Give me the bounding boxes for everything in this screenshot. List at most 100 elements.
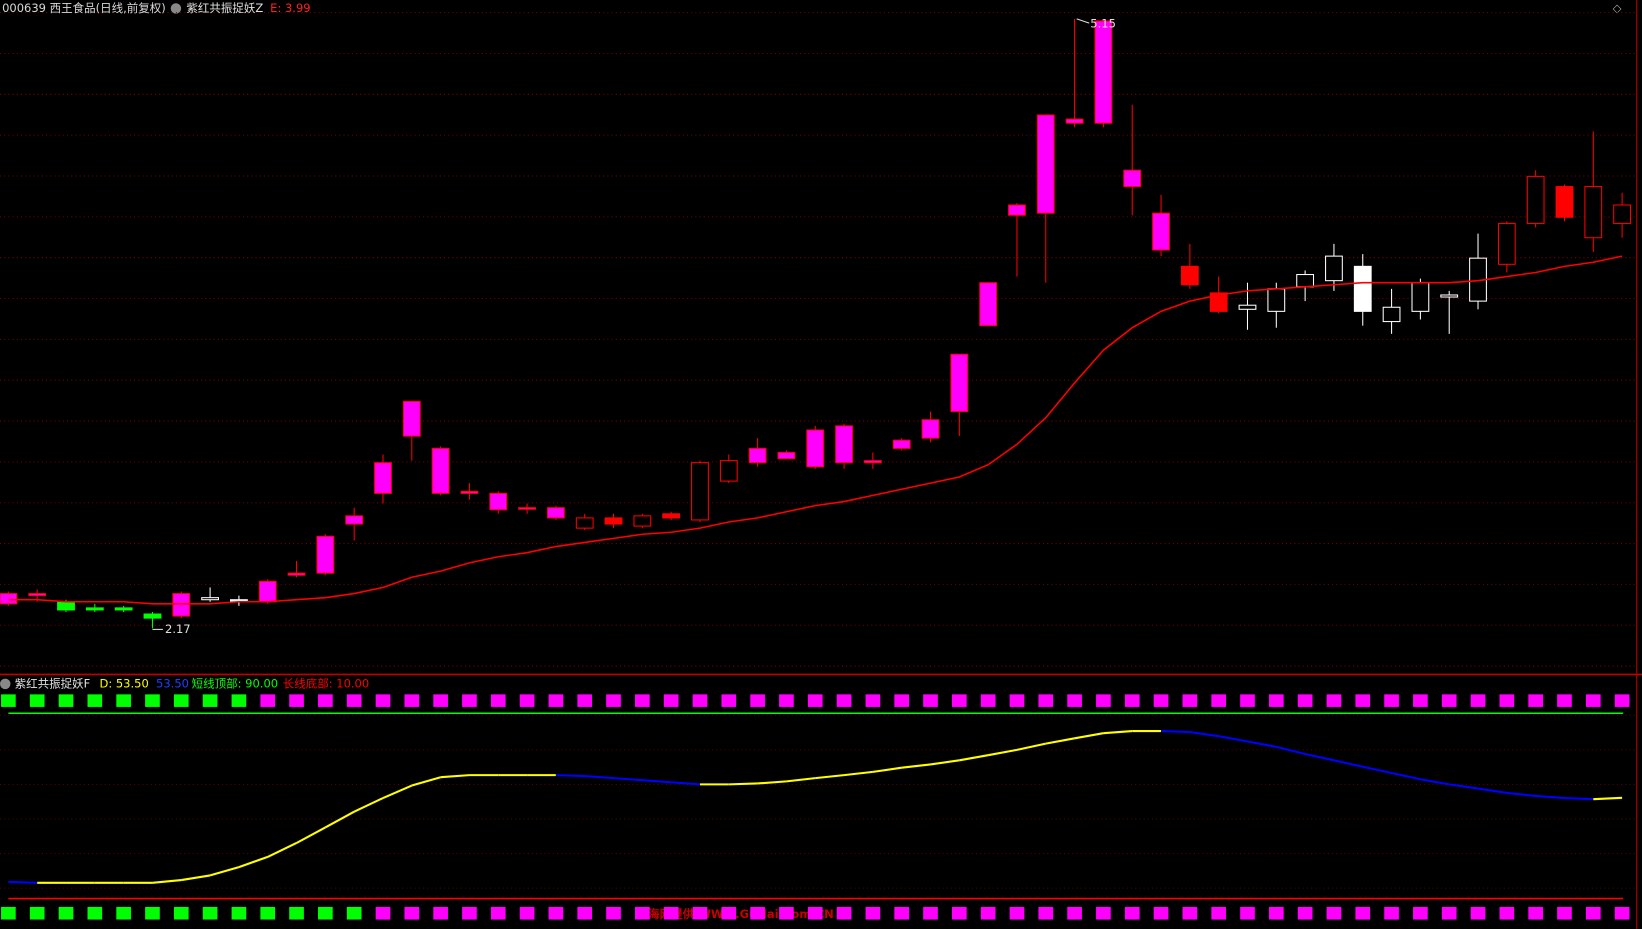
candle-body bbox=[1440, 294, 1459, 298]
candle-body bbox=[979, 282, 998, 327]
signal-square bbox=[1009, 694, 1025, 707]
oscillator-segment bbox=[353, 797, 384, 813]
candle-body bbox=[1065, 118, 1084, 124]
signal-square bbox=[606, 906, 621, 920]
candle-body bbox=[892, 439, 911, 449]
oscillator-segment bbox=[843, 770, 873, 777]
signal-square bbox=[807, 906, 823, 920]
signal-square bbox=[923, 906, 938, 920]
oscillator-segment bbox=[613, 777, 643, 782]
window-button[interactable]: ◇ bbox=[1613, 1, 1622, 15]
signal-square bbox=[1384, 694, 1399, 707]
signal-square bbox=[836, 694, 852, 707]
signal-square bbox=[1326, 694, 1342, 707]
signal-square bbox=[1211, 694, 1227, 707]
candle-body bbox=[518, 507, 536, 510]
signal-square bbox=[462, 906, 477, 920]
oscillator-segment bbox=[1045, 737, 1075, 745]
signal-square bbox=[1153, 906, 1169, 920]
signal-square bbox=[375, 694, 391, 707]
signal-square bbox=[490, 694, 506, 707]
oscillator-segment bbox=[1103, 730, 1133, 735]
candle-body bbox=[57, 601, 75, 611]
oscillator-segment bbox=[1477, 787, 1507, 794]
candle-body bbox=[1411, 282, 1430, 312]
signal-square bbox=[29, 906, 45, 920]
signal-square bbox=[1240, 694, 1255, 707]
oscillator-segment bbox=[901, 763, 931, 769]
signal-square bbox=[980, 906, 996, 920]
signal-square bbox=[951, 694, 967, 707]
signal-square bbox=[519, 694, 535, 707]
readout: 53.50 bbox=[156, 676, 189, 690]
indicator-readout: E: 3.99 bbox=[270, 1, 310, 15]
signal-square bbox=[577, 694, 593, 707]
signal-square bbox=[750, 906, 765, 920]
candle-body bbox=[1584, 186, 1603, 239]
candle-body bbox=[806, 429, 825, 468]
oscillator-segment bbox=[1362, 765, 1392, 775]
signal-square bbox=[1211, 906, 1227, 920]
signal-square bbox=[692, 694, 708, 707]
candle-body bbox=[316, 535, 335, 574]
signal-square bbox=[1528, 906, 1543, 920]
signal-square bbox=[173, 906, 189, 920]
candle-body bbox=[1152, 212, 1170, 251]
signal-square bbox=[1067, 906, 1082, 920]
high-label: 5.15 bbox=[1090, 17, 1116, 31]
oscillator-segment bbox=[411, 776, 441, 787]
candle-body bbox=[1555, 186, 1574, 218]
signal-square bbox=[1585, 694, 1601, 707]
oscillator-segment bbox=[296, 826, 326, 844]
signal-square bbox=[721, 906, 737, 920]
signal-square bbox=[1470, 694, 1486, 707]
signal-square bbox=[58, 906, 74, 920]
candle-body bbox=[489, 492, 508, 511]
signal-square bbox=[1, 694, 16, 707]
candle-body bbox=[460, 490, 479, 494]
signal-square bbox=[1413, 694, 1428, 707]
signal-square bbox=[1268, 694, 1284, 707]
oscillator-segment bbox=[1420, 778, 1450, 786]
signal-square bbox=[1009, 906, 1025, 920]
candle-body bbox=[345, 515, 364, 525]
candle-body bbox=[1382, 306, 1401, 323]
signal-square bbox=[433, 694, 448, 707]
candle-body bbox=[950, 353, 969, 413]
signal-square bbox=[779, 906, 794, 920]
signal-square bbox=[260, 906, 276, 920]
oscillator-segment bbox=[1564, 797, 1594, 801]
candle-body bbox=[1238, 304, 1257, 310]
oscillator-segment bbox=[1593, 796, 1623, 801]
signal-square bbox=[1153, 694, 1169, 707]
candle-body bbox=[748, 447, 767, 464]
signal-square bbox=[980, 694, 996, 707]
signal-square bbox=[865, 694, 881, 707]
signal-square bbox=[923, 694, 938, 707]
candle-body bbox=[1180, 265, 1199, 286]
signal-square bbox=[116, 906, 131, 920]
signal-square bbox=[58, 694, 74, 707]
oscillator-segment bbox=[1449, 783, 1479, 790]
signal-square bbox=[1182, 906, 1198, 920]
signal-square bbox=[404, 694, 420, 707]
signal-square bbox=[1557, 694, 1572, 707]
signal-square bbox=[116, 694, 131, 707]
signal-square bbox=[289, 694, 304, 707]
oscillator-segment bbox=[987, 748, 1018, 757]
oscillator-segment bbox=[1247, 740, 1277, 748]
signal-square bbox=[1124, 906, 1140, 920]
oscillator-segment bbox=[382, 784, 413, 800]
oscillator-segment bbox=[786, 777, 816, 783]
signal-square bbox=[490, 906, 506, 920]
signal-square bbox=[1038, 906, 1054, 920]
signal-square bbox=[202, 906, 218, 920]
signal-square bbox=[1528, 694, 1543, 707]
oscillator-segment bbox=[1074, 732, 1104, 740]
signal-square bbox=[1038, 694, 1054, 707]
reference-label: 短线顶部: 90.00 bbox=[192, 676, 278, 690]
indicator-name: 紫红共振捉妖F bbox=[15, 676, 91, 690]
signal-square bbox=[1585, 906, 1601, 920]
candle-body bbox=[201, 597, 219, 601]
